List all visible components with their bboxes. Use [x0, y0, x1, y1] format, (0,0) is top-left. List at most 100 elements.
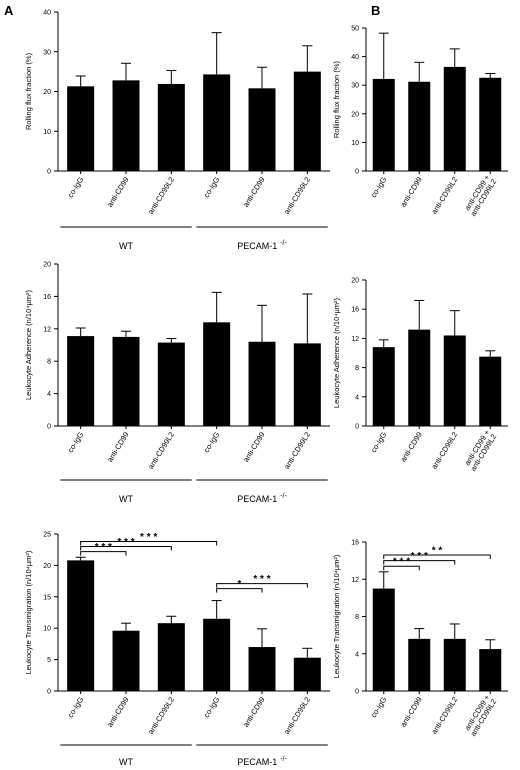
y-tick-label: 20	[351, 111, 359, 118]
x-category-label: co-IgG	[66, 430, 86, 454]
y-tick-label: 0	[47, 169, 51, 176]
significance-label: * * *	[411, 551, 428, 562]
y-tick-label: 0	[355, 424, 359, 431]
x-category-label: anti-CD99 +anti-CD99L2	[462, 693, 499, 738]
y-tick-label: 16	[43, 294, 51, 301]
group-label: WT	[119, 241, 133, 251]
group-label: WT	[119, 494, 133, 504]
bar	[293, 343, 321, 426]
bar	[248, 88, 276, 171]
y-tick-label: 25	[43, 532, 51, 539]
x-category-label: co-IgG	[369, 175, 389, 199]
y-tick-label: 15	[43, 594, 51, 601]
x-category-label: anti-CD99	[105, 175, 131, 208]
y-tick-label: 0	[355, 169, 359, 176]
bar	[293, 657, 321, 691]
y-tick-label: 10	[43, 626, 51, 633]
y-tick-label: 12	[43, 326, 51, 333]
y-axis-title: Rolling flux fraction (%)	[332, 60, 341, 138]
y-axis-title: Leukocyte Transmigration (n/10⁴µm²)	[332, 554, 341, 678]
significance-bracket	[383, 554, 491, 560]
y-tick-label: 30	[351, 83, 359, 90]
bar	[408, 329, 431, 426]
x-category-label: anti-CD99L2	[146, 430, 176, 470]
x-category-label: co-IgG	[202, 695, 222, 719]
x-category-label: anti-CD99L2	[429, 695, 459, 735]
chart-3: 0 4 8 12 16 20 Leukocyte Adherence (n/10⁴µm²) c…	[24, 262, 330, 504]
x-category-label: anti-CD99L2	[282, 430, 312, 470]
bar	[293, 71, 321, 171]
group-label: WT	[119, 757, 133, 767]
x-category-label: anti-CD99	[105, 695, 131, 728]
group-label: PECAM-1 -/-	[237, 756, 287, 767]
x-category-label: anti-CD99L2	[282, 175, 312, 215]
x-category-label: co-IgG	[369, 695, 389, 719]
x-category-label: anti-CD99	[105, 430, 131, 463]
bar	[67, 560, 95, 691]
significance-bracket	[383, 565, 420, 571]
y-tick-label: 50	[351, 26, 359, 33]
y-axis-title: Leukocyte Adherence (n/10⁴µm²)	[24, 289, 33, 400]
x-category-label: anti-CD99L2	[429, 175, 459, 215]
bar	[203, 322, 231, 426]
bar	[372, 588, 395, 691]
y-tick-label: 40	[351, 54, 359, 61]
bar	[248, 647, 276, 691]
y-tick-label: 16	[351, 307, 359, 314]
y-tick-label: 0	[47, 424, 51, 431]
y-tick-label: 8	[355, 365, 359, 372]
y-axis-title: Leukocyte Transmigration (n/10⁴µm²)	[24, 550, 33, 674]
bar	[479, 356, 502, 426]
significance-bracket	[80, 546, 172, 551]
x-category-label: anti-CD99	[398, 175, 424, 208]
significance-bracket	[216, 583, 308, 588]
x-category-label: anti-CD99L2	[429, 430, 459, 470]
x-category-label: anti-CD99	[241, 175, 267, 208]
x-category-label: anti-CD99L2	[146, 175, 176, 215]
bar	[203, 618, 231, 691]
bar	[443, 335, 466, 426]
y-tick-label: 20	[43, 262, 51, 269]
x-category-label: anti-CD99	[398, 695, 424, 728]
x-category-label: anti-CD99L2	[146, 695, 176, 735]
significance-label: * * *	[140, 532, 157, 543]
significance-bracket	[80, 541, 218, 546]
significance-label: * * *	[393, 557, 410, 568]
y-tick-label: 0	[47, 689, 51, 696]
y-axis-title: Leukocyte Adherence (n/10⁴µm²)	[332, 297, 341, 408]
x-category-label: co-IgG	[66, 695, 86, 719]
bar	[408, 81, 431, 171]
y-tick-label: 8	[355, 614, 359, 621]
significance-label: * * *	[117, 537, 134, 548]
bar	[479, 649, 502, 691]
y-tick-label: 20	[43, 89, 51, 96]
bar	[157, 342, 185, 426]
y-tick-label: 12	[351, 336, 359, 343]
y-tick-label: 20	[43, 563, 51, 570]
x-category-label: co-IgG	[369, 430, 389, 454]
y-tick-label: 8	[47, 359, 51, 366]
chart-1: 0 10 20 30 40 Rolling flux fraction (%) co-IgG…	[24, 10, 330, 251]
x-category-label: co-IgG	[66, 175, 86, 199]
chart-6: 0 4 8 12 16 Leukocyte Transmigration (n/10⁴µm…	[332, 540, 508, 738]
significance-label: * * *	[95, 542, 112, 553]
x-category-label: anti-CD99L2	[282, 695, 312, 735]
panel-label-b: B	[371, 3, 380, 18]
chart-2: 0 10 20 30 40 50 Rolling flux fraction (%) co-I…	[332, 26, 508, 218]
bar	[67, 336, 95, 426]
bar	[67, 86, 95, 171]
bar	[157, 83, 185, 171]
y-tick-label: 40	[43, 10, 51, 17]
panel-label-a: A	[4, 3, 14, 18]
significance-label: * *	[432, 546, 443, 557]
y-axis-title: Rolling flux fraction (%)	[24, 52, 33, 130]
y-tick-label: 16	[351, 540, 359, 547]
y-tick-label: 10	[351, 140, 359, 147]
bar	[372, 78, 395, 171]
bar	[408, 638, 431, 691]
group-label: PECAM-1 -/-	[237, 240, 287, 251]
x-category-label: anti-CD99 +anti-CD99L2	[462, 173, 499, 218]
x-category-label: anti-CD99	[241, 430, 267, 463]
bar	[443, 66, 466, 171]
